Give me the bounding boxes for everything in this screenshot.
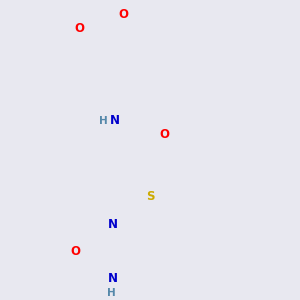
Text: N: N (108, 218, 118, 231)
Text: N: N (110, 114, 119, 127)
Text: O: O (70, 245, 80, 258)
Text: O: O (118, 8, 128, 20)
Text: S: S (146, 190, 154, 203)
Text: H: H (99, 116, 107, 126)
Text: H: H (107, 288, 116, 298)
Text: N: N (108, 272, 118, 285)
Text: O: O (160, 128, 170, 141)
Text: O: O (75, 22, 85, 35)
